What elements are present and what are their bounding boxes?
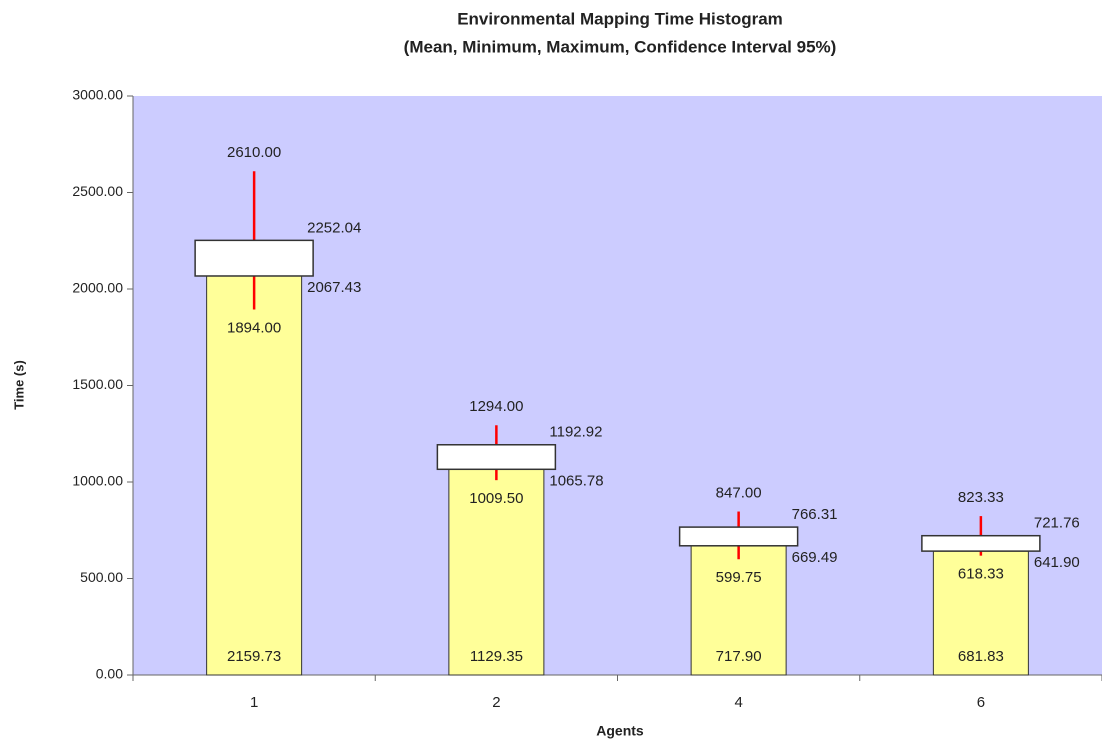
mean-label: 2159.73 — [227, 648, 281, 665]
x-tick-label: 2 — [492, 694, 500, 711]
chart-title: Environmental Mapping Time Histogram — [457, 9, 783, 28]
ci-upper-label: 766.31 — [792, 506, 838, 523]
y-tick-label: 0.00 — [96, 666, 123, 682]
ci-lower-label: 1065.78 — [549, 472, 603, 489]
bar — [206, 275, 303, 676]
min-label: 1009.50 — [469, 490, 523, 507]
confidence-box — [678, 526, 799, 547]
mean-label: 1129.35 — [470, 648, 523, 665]
mean-label: 717.90 — [716, 648, 762, 665]
min-label: 618.33 — [958, 566, 1004, 583]
ci-lower-label: 669.49 — [792, 549, 838, 566]
min-label: 1894.00 — [227, 319, 281, 336]
y-tick-label: 500.00 — [80, 569, 123, 585]
mean-label: 681.83 — [958, 648, 1004, 665]
max-label: 2610.00 — [227, 144, 281, 161]
y-tick-label: 2000.00 — [72, 280, 123, 296]
y-tick-label: 1000.00 — [72, 473, 123, 489]
max-label: 1294.00 — [469, 398, 523, 415]
ci-upper-label: 2252.04 — [307, 219, 361, 236]
x-tick-label: 4 — [734, 694, 742, 711]
chart-subtitle: (Mean, Minimum, Maximum, Confidence Inte… — [404, 37, 837, 56]
confidence-box — [921, 534, 1041, 552]
confidence-box — [436, 444, 557, 471]
ci-upper-label: 1192.92 — [549, 424, 602, 441]
bar — [932, 550, 1029, 676]
ci-upper-label: 721.76 — [1034, 515, 1080, 532]
ci-lower-label: 2067.43 — [307, 279, 361, 296]
ci-lower-label: 641.90 — [1034, 554, 1080, 571]
y-axis-label: Time (s) — [11, 360, 26, 410]
min-label: 599.75 — [716, 569, 762, 586]
y-tick-label: 1500.00 — [72, 376, 123, 392]
x-tick-label: 6 — [977, 694, 985, 711]
x-axis-label: Agents — [596, 723, 644, 739]
max-label: 847.00 — [716, 484, 762, 501]
y-tick-label: 3000.00 — [72, 87, 123, 103]
y-tick-label: 2500.00 — [72, 183, 123, 199]
confidence-box — [194, 239, 314, 277]
x-tick-label: 1 — [250, 694, 258, 711]
max-label: 823.33 — [958, 489, 1004, 506]
bar — [448, 468, 545, 676]
